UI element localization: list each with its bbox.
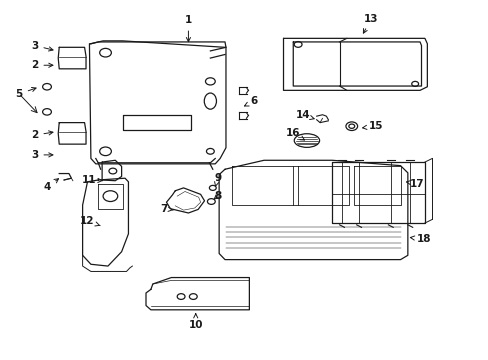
Text: 3: 3 xyxy=(31,41,53,51)
Text: 7: 7 xyxy=(160,204,173,214)
Text: 12: 12 xyxy=(80,216,100,226)
Text: 15: 15 xyxy=(362,121,383,131)
Text: 11: 11 xyxy=(82,175,102,185)
Text: 17: 17 xyxy=(406,179,424,189)
Text: 1: 1 xyxy=(184,15,192,42)
Text: 9: 9 xyxy=(214,173,221,186)
Text: 16: 16 xyxy=(285,129,304,140)
Text: 13: 13 xyxy=(363,14,378,33)
Text: 3: 3 xyxy=(31,150,53,160)
Text: 5: 5 xyxy=(16,87,36,99)
Text: 2: 2 xyxy=(31,60,53,70)
Text: 14: 14 xyxy=(295,111,313,121)
Text: 6: 6 xyxy=(244,96,257,106)
Text: 8: 8 xyxy=(214,191,221,201)
Text: 2: 2 xyxy=(31,130,53,140)
Text: 18: 18 xyxy=(409,234,430,244)
Text: 4: 4 xyxy=(43,179,59,192)
Text: 10: 10 xyxy=(188,314,203,330)
